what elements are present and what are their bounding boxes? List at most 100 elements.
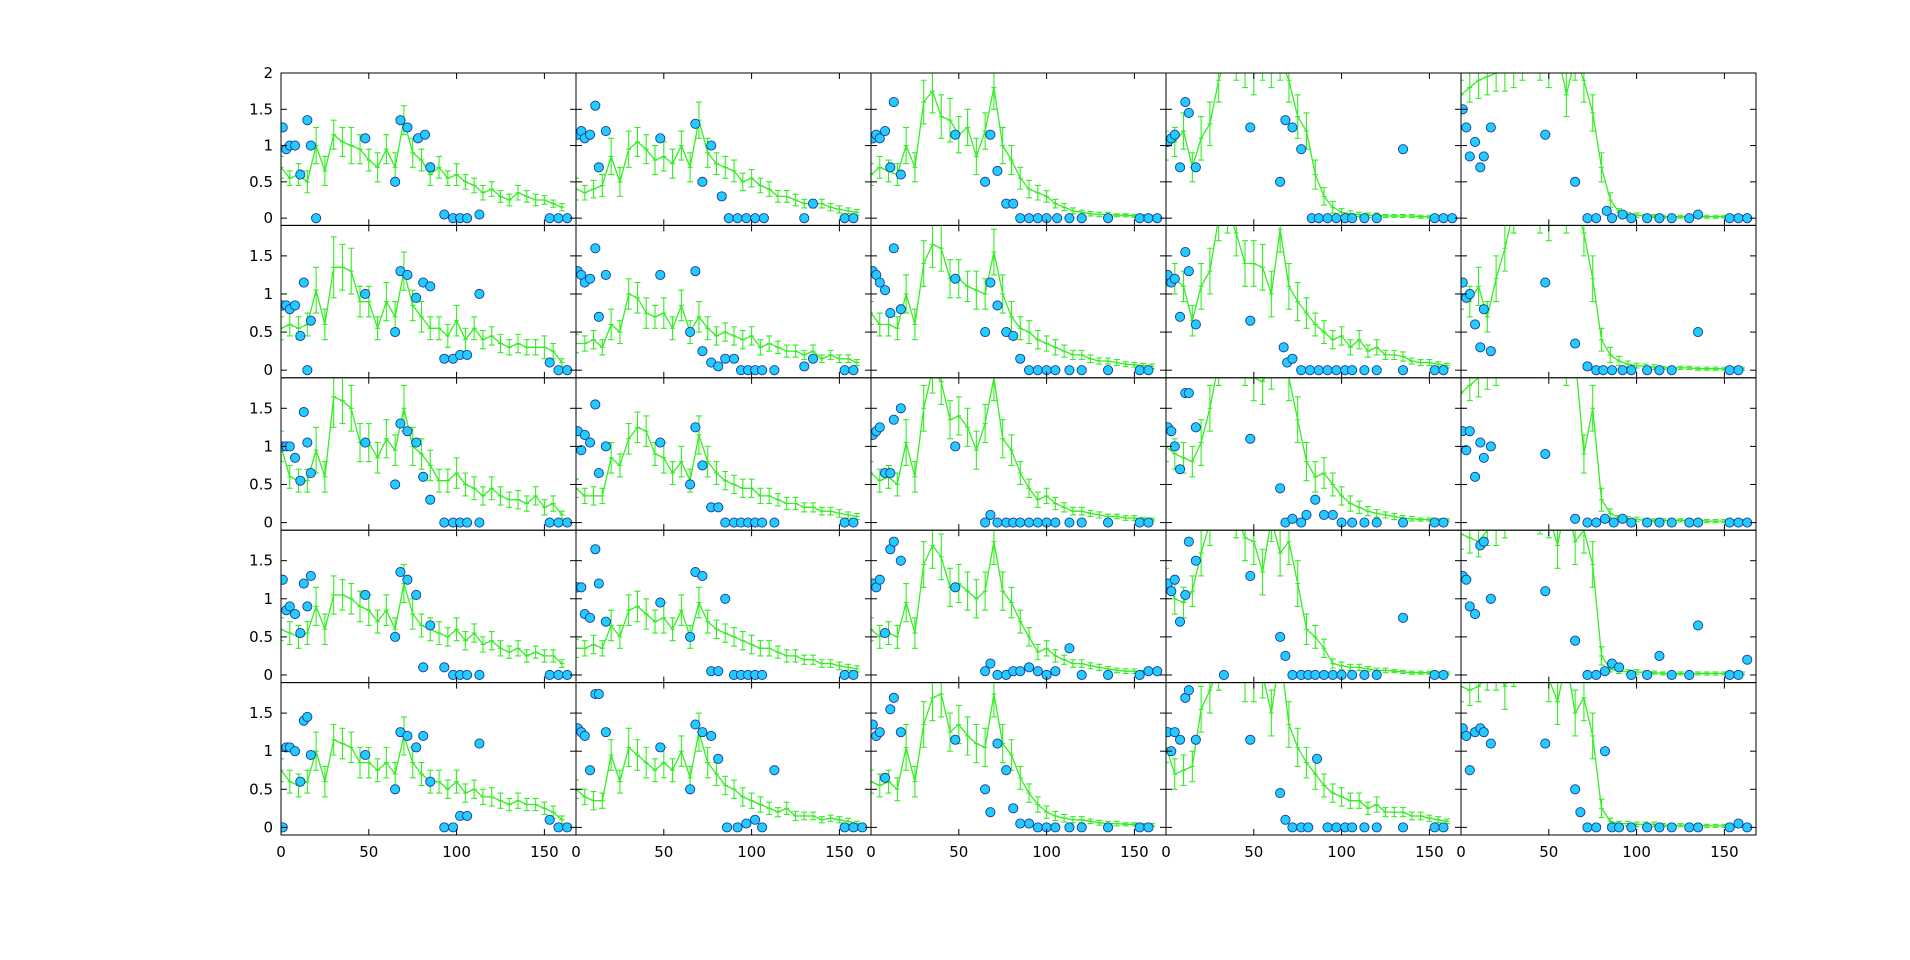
error-bar <box>1677 214 1684 219</box>
error-bar <box>599 487 606 505</box>
observed-point <box>411 292 422 303</box>
error-bar <box>1026 783 1033 803</box>
observed-point <box>1347 669 1358 681</box>
error-bar <box>1026 179 1033 199</box>
observed-point <box>1599 513 1611 524</box>
error-bar <box>418 762 425 787</box>
error-bar <box>810 811 817 821</box>
error-bar <box>652 609 659 634</box>
error-bar <box>1712 214 1719 219</box>
panel-plot-area <box>871 682 1155 833</box>
error-bar <box>938 94 945 139</box>
observed-point <box>289 300 301 311</box>
observed-point <box>685 631 696 642</box>
panel-plot-area <box>1166 225 1450 376</box>
error-bar <box>1598 646 1605 666</box>
observed-point <box>1103 365 1114 376</box>
error-bar <box>876 624 883 649</box>
panel-plot-area <box>871 377 1155 528</box>
observed-point <box>1318 509 1330 521</box>
y-tick-label: 0 <box>263 514 273 532</box>
panel-plot-area <box>281 563 573 681</box>
observed-point <box>1275 176 1286 187</box>
observed-point <box>1591 213 1602 224</box>
error-bar <box>669 758 676 783</box>
error-bar <box>722 322 729 342</box>
y-tick-label: 1 <box>263 437 273 455</box>
error-bar <box>1034 643 1041 661</box>
error-bar <box>964 716 971 756</box>
observed-point <box>593 162 604 173</box>
error-bar <box>757 640 764 657</box>
observed-point <box>697 176 708 187</box>
error-bar <box>678 594 685 627</box>
error-bar <box>947 259 954 299</box>
error-bar <box>1391 512 1398 521</box>
error-bar <box>497 792 504 809</box>
error-bar <box>409 137 416 168</box>
error-bar <box>444 779 451 799</box>
error-bar <box>1268 377 1275 390</box>
observed-point <box>839 517 850 528</box>
observed-point <box>1050 365 1061 376</box>
observed-point <box>1642 517 1653 528</box>
observed-point <box>879 285 891 296</box>
error-bar <box>374 442 381 474</box>
y-tick-label: 1.5 <box>249 100 273 118</box>
observed-point <box>1617 513 1628 524</box>
error-bar <box>1017 316 1024 341</box>
error-bar <box>616 166 623 197</box>
observed-point <box>544 669 555 681</box>
error-bar <box>695 586 702 619</box>
observed-point <box>706 730 717 741</box>
observed-point <box>439 209 450 220</box>
observed-point <box>1684 213 1695 224</box>
error-bar <box>313 731 320 771</box>
error-bar <box>774 340 781 354</box>
error-bar <box>1268 270 1275 318</box>
observed-point <box>302 601 313 612</box>
observed-point <box>402 122 413 133</box>
observed-point <box>1626 669 1637 681</box>
observed-point <box>462 517 473 528</box>
error-bar <box>929 73 936 114</box>
error-bar <box>462 174 469 190</box>
error-bar <box>818 354 825 364</box>
observed-point <box>1626 213 1637 224</box>
error-bar <box>1294 560 1301 607</box>
error-bar <box>1285 701 1292 748</box>
error-bar <box>1408 213 1415 218</box>
x-tick-label: 150 <box>530 843 559 861</box>
error-bar <box>286 769 293 794</box>
error-bar <box>1052 649 1059 663</box>
error-bar <box>669 316 676 341</box>
observed-point <box>697 570 708 581</box>
observed-point <box>1327 509 1338 521</box>
observed-point <box>741 818 752 829</box>
observed-point <box>1438 213 1449 224</box>
observed-point <box>1076 669 1087 681</box>
panel <box>870 224 1167 379</box>
error-bar <box>678 735 685 767</box>
error-bar <box>471 779 478 799</box>
observed-point <box>390 176 401 187</box>
error-bar <box>506 339 513 356</box>
observed-point <box>1015 517 1026 528</box>
observed-point <box>1331 213 1342 224</box>
observed-point <box>593 467 604 479</box>
error-bar <box>497 640 504 657</box>
observed-point <box>848 822 859 833</box>
observed-point <box>1008 803 1019 814</box>
observed-point <box>1143 822 1154 833</box>
error-bar <box>1598 487 1605 512</box>
observed-point <box>600 269 611 280</box>
observed-point <box>1582 213 1593 224</box>
error-bar <box>281 155 284 179</box>
error-bar <box>444 323 451 348</box>
observed-point <box>713 502 724 513</box>
error-bar <box>695 301 702 333</box>
observed-point <box>950 129 961 140</box>
observed-point <box>1485 441 1496 452</box>
error-bar <box>1250 530 1257 566</box>
observed-point <box>879 126 891 137</box>
